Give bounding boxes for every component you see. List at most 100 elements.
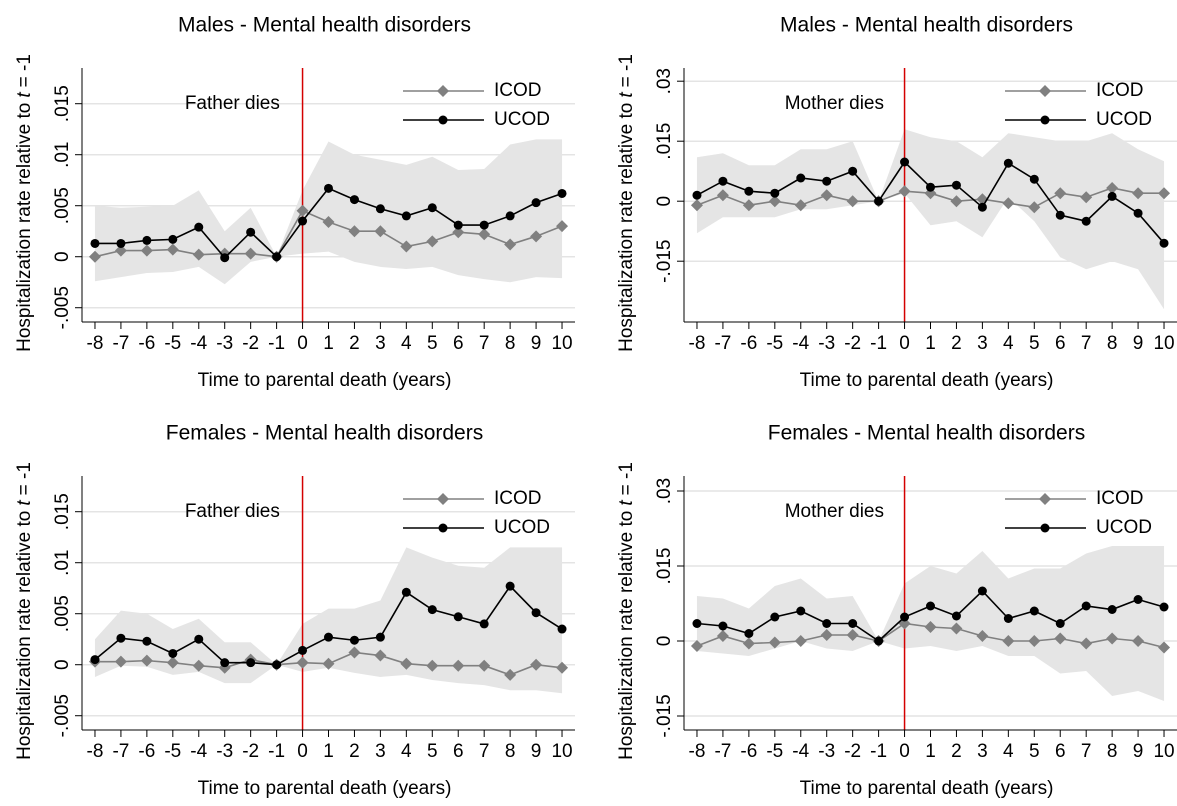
point [716, 189, 729, 202]
y-tick-label: .03 [654, 478, 675, 504]
x-tick-label: -2 [242, 333, 259, 354]
point [142, 636, 152, 646]
x-tick-label: 2 [951, 741, 962, 762]
y-axis-label-part: t [14, 500, 35, 506]
x-tick-label: 10 [551, 741, 572, 762]
point [1028, 635, 1041, 647]
point [324, 632, 333, 642]
point [1081, 216, 1091, 226]
point [950, 195, 963, 208]
y-axis-label-part: t [616, 92, 637, 98]
x-tick-label: 4 [401, 333, 412, 354]
point [822, 619, 832, 628]
point [742, 637, 755, 650]
point [1003, 158, 1013, 168]
y-tick-label: .015 [654, 123, 675, 160]
x-tick-label: 3 [977, 333, 988, 354]
legend-marker [1039, 493, 1051, 505]
x-tick-label: -3 [216, 333, 233, 354]
point [478, 228, 491, 241]
point [690, 199, 703, 212]
point [531, 198, 541, 208]
x-tick-label: 5 [1029, 741, 1040, 762]
point [1107, 605, 1117, 614]
point [951, 180, 961, 190]
point [168, 234, 178, 244]
point [900, 157, 910, 167]
x-tick-label: -8 [689, 333, 706, 354]
x-tick-label: -5 [164, 333, 181, 354]
x-tick-label: -3 [818, 333, 835, 354]
point [1159, 602, 1169, 612]
x-tick-label: 9 [1133, 741, 1144, 762]
point [557, 188, 567, 198]
point [1029, 174, 1039, 184]
x-tick-label: 8 [1107, 741, 1118, 762]
point [220, 658, 230, 668]
point [744, 629, 754, 638]
y-tick-label: .015 [654, 548, 675, 585]
x-tick-label: 1 [323, 741, 334, 762]
x-tick-label: 4 [1003, 333, 1014, 354]
point [453, 612, 463, 622]
point [1132, 635, 1145, 647]
point [349, 635, 359, 645]
point [950, 622, 963, 635]
x-tick-label: 8 [505, 741, 516, 762]
y-axis-label: Hospitalization rate relative to t = -1 [14, 54, 35, 352]
point [116, 238, 126, 248]
point [220, 253, 230, 263]
y-axis-label-part: t [14, 92, 35, 98]
point [1055, 619, 1065, 628]
point [692, 190, 702, 200]
x-tick-label: 0 [899, 333, 910, 354]
y-tick-label: 0 [52, 659, 73, 670]
point [298, 216, 308, 226]
point [374, 225, 387, 238]
y-axis-label: Hospitalization rate relative to t = -1 [616, 54, 637, 352]
x-tick-label: -5 [766, 333, 783, 354]
point [401, 211, 411, 221]
legend-label: ICOD [1096, 488, 1144, 509]
panel: Males - Mental health disorders -.015 0 .01… [616, 14, 1177, 391]
point [90, 238, 100, 248]
y-tick-label: -.015 [654, 240, 675, 283]
y-axis-label-part: = -1 [14, 462, 35, 495]
y-tick-label: -.005 [52, 694, 73, 737]
point [375, 632, 385, 642]
x-tick-label: 9 [531, 741, 542, 762]
x-tick-label: 7 [479, 333, 490, 354]
x-tick-label: 10 [551, 333, 572, 354]
point [556, 220, 569, 233]
x-tick-label: 0 [297, 333, 308, 354]
point [349, 195, 359, 205]
x-axis-label: Time to parental death (years) [198, 778, 452, 799]
point [796, 606, 806, 616]
point [977, 586, 987, 596]
point [114, 655, 127, 668]
point [298, 645, 308, 655]
point [530, 658, 543, 671]
point [794, 635, 807, 647]
x-tick-label: 2 [951, 333, 962, 354]
chart-title: Females - Mental health disorders [768, 422, 1085, 445]
legend-label: ICOD [494, 488, 542, 509]
legend-marker [1040, 523, 1050, 533]
point [1080, 191, 1093, 204]
point [822, 176, 832, 186]
point [322, 657, 335, 670]
point [820, 629, 833, 641]
point [530, 230, 543, 243]
x-tick-label: -6 [138, 333, 155, 354]
point [427, 605, 437, 615]
y-tick-label: 0 [654, 636, 675, 647]
point [400, 240, 413, 253]
x-tick-label: -1 [268, 333, 285, 354]
confidence-band [696, 129, 1165, 310]
point [400, 657, 413, 670]
x-tick-label: 5 [1029, 333, 1040, 354]
y-tick-label: .01 [52, 549, 73, 575]
x-tick-label: 6 [453, 741, 464, 762]
point [1080, 637, 1093, 650]
point [296, 204, 309, 217]
